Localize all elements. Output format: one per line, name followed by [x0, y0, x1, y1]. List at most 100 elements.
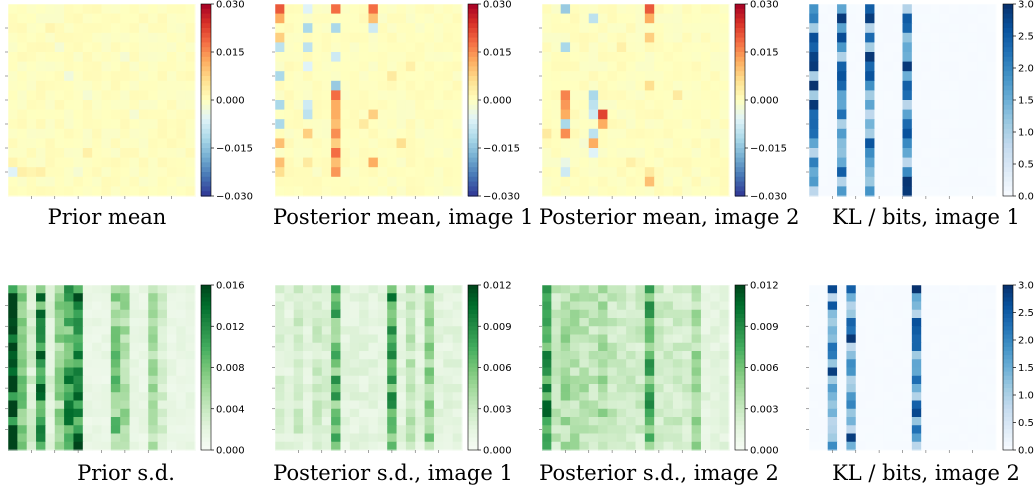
- colorbar-segment: [468, 4, 478, 10]
- heatmap-cell: [691, 80, 702, 91]
- heatmap-cell: [865, 23, 876, 34]
- heatmap-cell: [340, 293, 351, 303]
- heatmap-cell: [275, 148, 285, 159]
- heatmap-cell: [321, 326, 332, 336]
- heatmap-cell: [415, 408, 426, 418]
- heatmap-cell: [120, 342, 131, 352]
- heatmap-cell: [8, 334, 18, 344]
- heatmap-cell: [598, 318, 609, 327]
- heatmap-cell: [551, 359, 562, 369]
- heatmap-cell: [682, 326, 693, 336]
- colorbar-segment: [735, 109, 745, 115]
- heatmap-cell: [73, 326, 84, 336]
- heatmap-cell: [809, 309, 819, 319]
- heatmap-cell: [349, 128, 360, 139]
- heatmap-cell: [359, 13, 370, 24]
- heatmap-cell: [312, 309, 323, 319]
- colorbar-segment: [201, 28, 211, 34]
- heatmap-cell: [321, 167, 332, 178]
- heatmap-cell: [827, 52, 838, 63]
- heatmap-cell: [331, 433, 342, 443]
- heatmap-cell: [967, 408, 978, 418]
- colorbar-segment: [1003, 128, 1013, 135]
- heatmap-cell: [138, 334, 149, 344]
- heatmap-cell: [560, 61, 571, 72]
- heatmap-cell: [92, 138, 103, 149]
- heatmap-cell: [588, 326, 599, 336]
- heatmap-cell: [855, 109, 866, 120]
- heatmap-cell: [452, 342, 463, 352]
- heatmap-cell: [349, 326, 360, 336]
- heatmap-cell: [977, 71, 988, 82]
- colorbar-tick-label: 0.0: [1018, 446, 1034, 457]
- heatmap-cell: [424, 109, 435, 120]
- heatmap-cell: [36, 109, 46, 120]
- heatmap-cell: [967, 61, 978, 72]
- heatmap-cell: [92, 400, 103, 410]
- colorbar-segment: [735, 285, 745, 290]
- heatmap-cell: [120, 52, 131, 63]
- heatmap-cell: [157, 309, 168, 319]
- heatmap-cell: [54, 309, 65, 319]
- heatmap-cell: [92, 100, 103, 111]
- heatmap-cell: [570, 100, 580, 111]
- heatmap-cell: [911, 13, 922, 24]
- heatmap-cell: [166, 157, 177, 168]
- heatmap-cell: [110, 318, 121, 327]
- heatmap-cell: [921, 293, 932, 303]
- heatmap-cell: [340, 42, 351, 53]
- heatmap-cell: [433, 109, 444, 120]
- heatmap-cell: [17, 90, 28, 101]
- heatmap-cell: [166, 342, 177, 352]
- heatmap-cell: [616, 128, 627, 139]
- heatmap-cell: [17, 334, 28, 344]
- heatmap-cell: [542, 408, 552, 418]
- heatmap-cell: [921, 128, 932, 139]
- colorbar-segment: [201, 384, 211, 389]
- heatmap-cell: [607, 342, 618, 352]
- colorbar-segment: [201, 363, 211, 369]
- heatmap-cell: [452, 301, 463, 311]
- heatmap-cell: [359, 90, 370, 101]
- heatmap-cell: [82, 441, 93, 451]
- heatmap-cell: [691, 71, 702, 82]
- colorbar-segment: [735, 85, 745, 91]
- heatmap-cell: [865, 417, 876, 426]
- heatmap-cell: [92, 13, 103, 24]
- heatmap-cell: [560, 417, 571, 426]
- heatmap-cell: [930, 392, 941, 402]
- heatmap-cell: [560, 301, 571, 311]
- heatmap-cell: [349, 13, 360, 24]
- heatmap-cell: [120, 326, 131, 336]
- heatmap-cell: [827, 285, 838, 294]
- heatmap-cell: [424, 400, 435, 410]
- heatmap-cell: [293, 326, 304, 336]
- heatmap-cell: [893, 13, 904, 24]
- heatmap-cell: [64, 375, 75, 385]
- heatmap-cell: [691, 334, 702, 344]
- heatmap-cell: [157, 167, 168, 178]
- heatmap-cell: [691, 148, 702, 159]
- heatmap-cell: [284, 375, 295, 385]
- heatmap-cell: [911, 318, 922, 327]
- heatmap-cell: [542, 318, 552, 327]
- heatmap-cell: [452, 309, 463, 319]
- heatmap-cell: [682, 61, 693, 72]
- heatmap-cell: [17, 23, 28, 34]
- heatmap-cell: [672, 351, 683, 360]
- heatmap-cell: [73, 23, 84, 34]
- colorbar-segment: [468, 109, 478, 115]
- heatmap-cell: [443, 433, 454, 443]
- colorbar-segment: [201, 421, 211, 426]
- heatmap-cell: [616, 285, 627, 294]
- heatmap-cell: [185, 293, 196, 303]
- heatmap-cell: [654, 13, 665, 24]
- heatmap-cell: [921, 90, 932, 101]
- heatmap-cell: [387, 80, 398, 91]
- heatmap-cell: [710, 359, 721, 369]
- heatmap-cell: [644, 71, 655, 82]
- colorbar-segment: [201, 157, 211, 163]
- heatmap-cell: [176, 433, 187, 443]
- heatmap-cell: [293, 80, 304, 91]
- heatmap-cell: [986, 100, 997, 111]
